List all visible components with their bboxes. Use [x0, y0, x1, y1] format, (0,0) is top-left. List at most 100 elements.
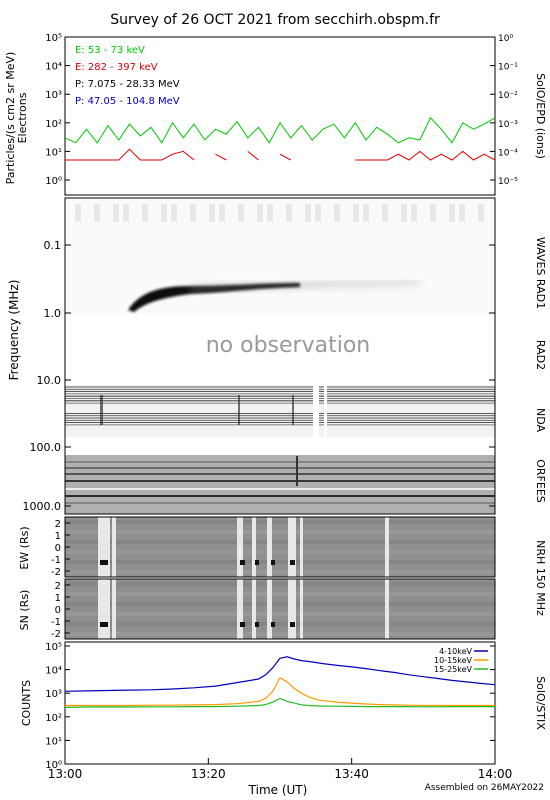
nda-burst-mark	[238, 395, 240, 425]
stix-tick-label: 10⁵	[45, 642, 62, 653]
stix-tick-label: 10²	[45, 713, 62, 724]
rad1-column-mark	[449, 204, 455, 222]
epd-legend-p2: P: 47.05 - 104.8 MeV	[75, 96, 180, 107]
nrh-ew-tick-label: 2	[55, 519, 61, 530]
nrh-sn-bright-strip	[112, 579, 116, 639]
label-rad2: RAD2	[534, 340, 547, 370]
rad1-spectrogram	[65, 198, 495, 314]
frequency-frame	[64, 197, 496, 515]
epd-right-tick-label: 10⁰	[498, 34, 513, 44]
rad1-column-mark	[171, 204, 177, 222]
nrh-ew-bright-strip	[300, 517, 303, 577]
nrh-sn-band	[65, 602, 495, 606]
nrh-sn-bright-strip	[288, 579, 296, 639]
nrh-sn-band	[65, 622, 495, 626]
nrh-ew-source-mark	[100, 560, 108, 565]
nrh-ew-tick-label: 1	[55, 531, 61, 542]
orfees-burst-mark	[296, 456, 298, 486]
stix-panel: 10⁰ 10¹ 10² 10³ 10⁴ 10⁵ 4-10keV 10-15keV 15-2…	[20, 641, 547, 771]
rad1-column-mark	[94, 204, 100, 222]
nrh-ew-bright-strip	[252, 517, 256, 577]
freq-tick-label: 1.0	[44, 307, 62, 320]
frequency-panel: no observation 0.1 1.0 10.0 100.0 1000.0 Fre…	[7, 197, 547, 515]
freq-tick-label: 10.0	[37, 374, 62, 387]
figure-title: Survey of 26 OCT 2021 from secchirh.obsp…	[110, 12, 440, 28]
nrh-ew-background	[65, 517, 495, 577]
nrh-ew-source-mark	[240, 560, 245, 565]
rad1-column-mark	[478, 204, 484, 222]
nrh-ew-bright-strip	[237, 517, 243, 577]
nrh-sn-bright-strip	[252, 579, 256, 639]
nrh-sn-bright-strip	[267, 579, 272, 639]
time-tick-label: 13:20	[191, 767, 226, 781]
stix-legend-3: 15-25keV	[434, 665, 473, 674]
nrh-ew-bright-strip	[288, 517, 296, 577]
rad1-column-mark	[161, 204, 167, 222]
epd-ylabel: Particles/(s cm2 sr MeV)	[4, 52, 17, 185]
nrh-ew-bright-strip	[112, 517, 116, 577]
nrh-sn-bright-strip	[385, 579, 389, 639]
nrh-sn-source-mark	[290, 622, 295, 627]
label-orfees: ORFEES	[534, 459, 547, 503]
orfees-background	[65, 455, 495, 514]
nrh-ew-source-mark	[271, 560, 275, 565]
time-axis: 13:00 13:20 13:40 14:00	[48, 758, 513, 781]
rad1-column-mark	[411, 204, 417, 222]
rad1-column-mark	[113, 204, 119, 222]
nrh-sn-bright-strip	[237, 579, 243, 639]
nrh-ew-band	[65, 560, 495, 564]
nrh-sn-background	[65, 579, 495, 639]
rad1-column-mark	[430, 204, 436, 222]
epd-right-tick-label: 10⁻⁴	[498, 148, 518, 158]
nrh-ew-panel: 210-1-2 EW (Rs)	[18, 516, 496, 578]
rad1-column-mark	[209, 204, 215, 222]
freq-tick-label: 1000.0	[23, 500, 62, 513]
stix-series-2	[64, 697, 495, 708]
radio-burst-tail	[190, 281, 420, 292]
stix-tick-label: 10³	[45, 689, 62, 700]
stix-series-0	[64, 656, 496, 692]
nrh-ew-bright-strip	[98, 517, 110, 577]
stix-frame	[64, 641, 496, 765]
rad1-column-mark	[401, 204, 407, 222]
rad1-speckles	[75, 204, 484, 222]
rad1-column-mark	[353, 204, 359, 222]
nrh-ew-band	[65, 540, 495, 544]
rad1-column-mark	[459, 204, 465, 222]
stix-legend-2: 10-15keV	[434, 656, 473, 665]
nrh-sn-source-mark	[100, 622, 108, 627]
rad1-column-mark	[219, 204, 225, 222]
label-waves-rad1: WAVES RAD1	[534, 237, 547, 309]
epd-frame	[64, 36, 496, 196]
nrh-sn-tick-label: 1	[55, 593, 61, 604]
epd-left-tick-label: 10²	[45, 119, 62, 130]
stix-series-1	[65, 676, 495, 707]
epd-legend-e1: E: 53 - 73 keV	[75, 45, 145, 56]
epd-legend-e2: E: 282 - 397 keV	[75, 62, 158, 73]
nrh-sn-band	[65, 612, 495, 616]
rad1-column-mark	[257, 204, 263, 222]
nrh-sn-bright-strip	[300, 579, 303, 639]
nrh-ew-band	[65, 520, 495, 524]
epd-left-tick-label: 10³	[45, 90, 62, 101]
nrh-sn-tick-label: -1	[51, 617, 61, 628]
nrh-ew-band	[65, 530, 495, 534]
rad1-column-mark	[315, 204, 321, 222]
nrh-ew-tick-label: -2	[51, 567, 61, 578]
nrh-sn-band	[65, 582, 495, 586]
no-observation-text: no observation	[206, 333, 371, 358]
epd-right-tick-label: 10⁻⁵	[498, 177, 518, 187]
nda-data-gap	[313, 383, 319, 439]
nda-data-gap	[324, 383, 327, 439]
nrh-sn-panel: 210-1-2 SN (Rs)	[18, 578, 496, 640]
rad1-column-mark	[238, 204, 244, 222]
epd-right-tick-label: 10⁻²	[498, 91, 518, 101]
time-tick-label: 14:00	[478, 767, 513, 781]
rad1-column-mark	[75, 204, 81, 222]
epd-series-0	[64, 116, 496, 144]
epd-left-tick-label: 10¹	[45, 147, 62, 158]
rad1-column-mark	[142, 204, 148, 222]
epd-right-tick-label: 10⁻¹	[498, 63, 518, 73]
epd-ylabel-electrons: Electrons	[16, 92, 29, 143]
